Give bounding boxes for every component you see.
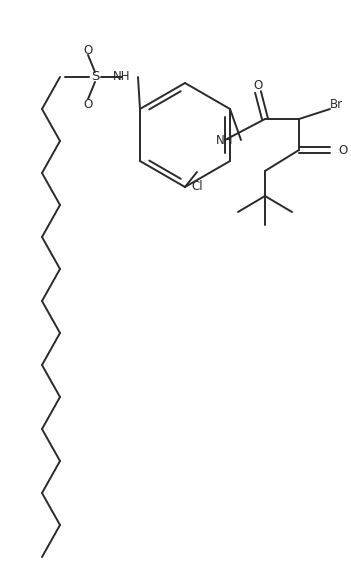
Text: S: S: [91, 71, 99, 83]
Text: Cl: Cl: [191, 180, 203, 193]
Text: O: O: [84, 43, 93, 56]
Text: O: O: [84, 97, 93, 111]
Text: Br: Br: [330, 99, 343, 112]
Text: NH: NH: [113, 71, 130, 83]
Text: O: O: [253, 79, 263, 92]
Text: O: O: [338, 144, 347, 157]
Text: NH: NH: [216, 133, 233, 146]
